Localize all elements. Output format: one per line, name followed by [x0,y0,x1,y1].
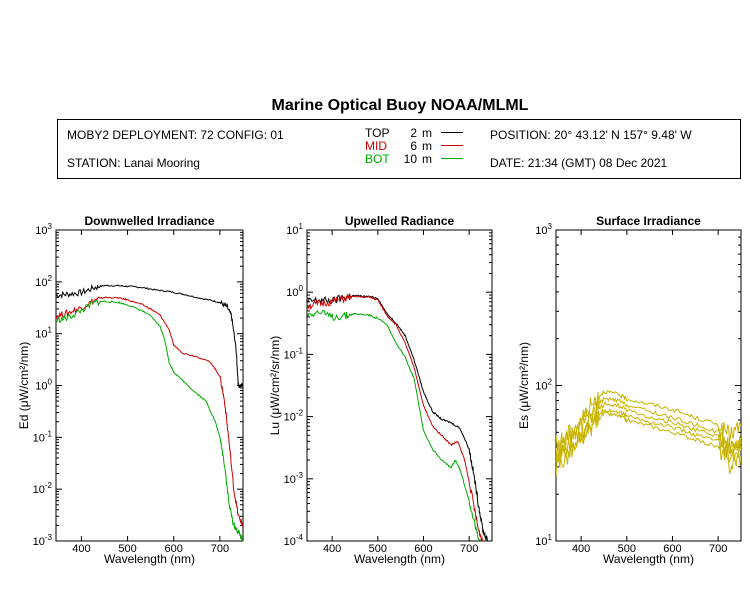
x-tick-label: 500 [618,543,636,555]
x-tick-label: 700 [211,543,229,555]
info-box: MOBY2 DEPLOYMENT: 72 CONFIG: 01 STATION:… [57,119,741,179]
x-tick-label: 600 [663,543,681,555]
chart-title: Downwelled Irradiance [84,214,214,228]
legend-line [441,158,463,159]
x-axis-label: Wavelength (nm) [104,552,195,566]
legend-unit: m [422,126,432,140]
x-tick-label: 400 [572,543,590,555]
legend-name: MID [365,139,387,153]
x-tick-label: 500 [118,543,136,555]
y-tick-label: 102 [35,274,52,289]
legend-depth: 6 [410,139,417,153]
series-line-es-2 [556,396,741,455]
y-tick-label: 101 [35,326,52,341]
y-tick-label: 102 [535,378,552,393]
y-tick-label: 10-3 [33,533,53,548]
y-tick-label: 101 [535,533,552,548]
y-tick-label: 103 [35,222,52,237]
series-line-bot [307,309,481,541]
x-tick-label: 600 [414,543,432,555]
position-text: POSITION: 20° 43.12' N 157° 9.48' W [490,128,692,142]
legend-line [441,145,463,146]
y-tick-label: 10-3 [284,471,304,486]
y-tick-label: 10-1 [284,346,304,361]
chart-title: Surface Irradiance [596,214,701,228]
y-tick-label: 103 [535,222,552,237]
x-tick-label: 700 [460,543,478,555]
y-tick-label: 100 [286,284,303,299]
chart-es: Surface Irradiance Wavelength (nm) Es (μW/… [517,214,742,566]
plot-frame [306,229,493,542]
legend-depth: 2 [410,126,417,140]
legend-unit: m [422,152,432,166]
legend-unit: m [422,139,432,153]
y-axis-label: Es (μW/cm²/nm) [517,342,531,429]
series-line-es-5 [556,411,741,476]
series-line-es-4 [556,405,741,468]
series-line-bot [56,299,243,541]
y-axis-label: Lu (μW/cm²/sr/nm) [268,336,282,436]
x-axis-label: Wavelength (nm) [354,552,445,566]
deployment-text: MOBY2 DEPLOYMENT: 72 CONFIG: 01 [67,128,284,142]
station-text: STATION: Lanai Mooring [67,156,200,170]
y-tick-label: 10-2 [33,481,53,496]
legend-entry-bot: BOT 10 m [365,152,475,166]
series-line-mid [56,296,243,528]
legend-entry-top: TOP 2 m [365,126,475,140]
y-tick-label: 10-2 [284,409,304,424]
y-tick-label: 101 [286,222,303,237]
x-tick-label: 700 [709,543,727,555]
plot-frame [55,229,244,542]
legend-name: TOP [365,126,390,140]
legend-name: BOT [365,152,390,166]
legend-entry-mid: MID 6 m [365,139,475,153]
y-axis-label: Ed (μW/cm²/nm) [17,342,31,430]
y-tick-label: 10-4 [284,533,304,548]
x-tick-label: 600 [165,543,183,555]
x-tick-label: 400 [72,543,90,555]
plot-frame [555,229,742,542]
date-text: DATE: 21:34 (GMT) 08 Dec 2021 [490,156,668,170]
chart-lu: Upwelled Radiance Wavelength (nm) Lu (μW/c… [268,214,493,566]
y-tick-label: 100 [35,378,52,393]
legend-depth: 10 [403,152,417,166]
series-line-top [56,283,243,389]
x-axis-label: Wavelength (nm) [603,552,694,566]
y-tick-label: 10-1 [33,429,53,444]
chart-title: Upwelled Radiance [345,214,455,228]
series-line-top [307,292,488,541]
x-tick-label: 400 [323,543,341,555]
x-tick-label: 500 [369,543,387,555]
chart-ed: Downwelled Irradiance Wavelength (nm) Ed (… [17,214,244,566]
page-title: Marine Optical Buoy NOAA/MLML [271,97,529,114]
legend-line [441,132,463,133]
series-line-mid [307,293,484,541]
